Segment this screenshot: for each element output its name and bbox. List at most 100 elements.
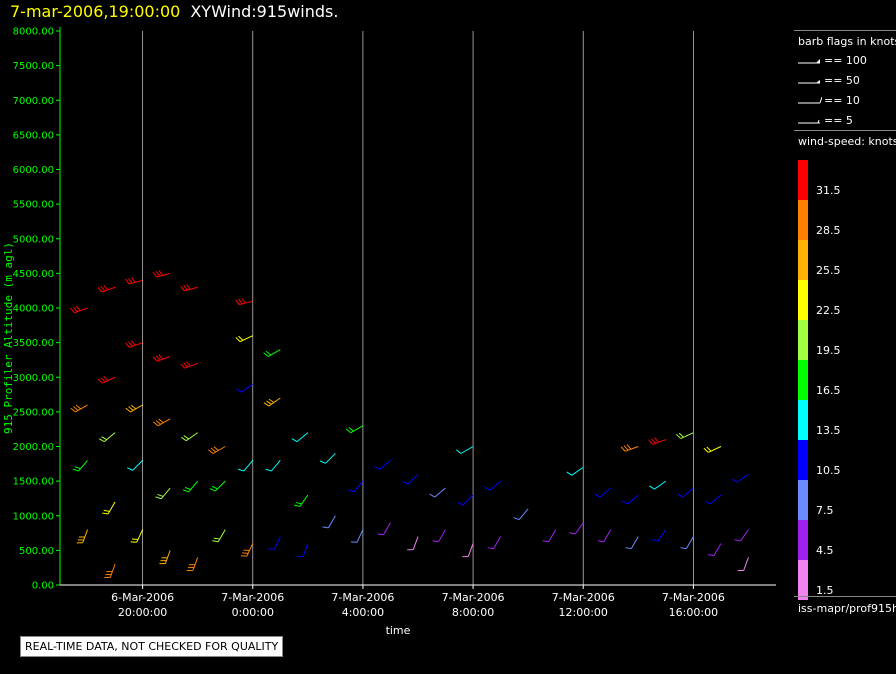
wind-barb-staff: [130, 404, 143, 413]
x-tick-date-label: 7-Mar-2006: [442, 591, 505, 604]
barb-flag-icon: [798, 119, 820, 124]
color-scale-row: 28.5: [798, 200, 896, 240]
wind-barb-flag: [348, 489, 355, 493]
wind-barb-flag: [345, 428, 352, 434]
wind-barb-flag: [130, 340, 136, 346]
color-scale-row: 19.5: [798, 320, 896, 360]
barb-flag-label: == 10: [824, 94, 860, 107]
wind-barb-staff: [157, 418, 171, 427]
wind-barb-flag: [651, 438, 656, 444]
wind-barb-flag: [263, 402, 270, 407]
x-axis-label: time: [386, 624, 411, 637]
axis-labels: 0.00 500.00 1000.00 1500.00 2000.00 2500.00 30…: [2, 27, 725, 638]
wind-barb: [159, 550, 171, 565]
wind-barb-flag: [265, 350, 272, 356]
color-swatch: [798, 280, 808, 320]
barb-flags-header: barb flags in knots: [798, 35, 896, 48]
wind-barb-staff: [78, 460, 88, 472]
color-scale-label: 25.5: [816, 264, 841, 277]
title-plot-name: XYWind:915winds.: [190, 2, 339, 21]
wind-barb-staff: [599, 487, 612, 498]
y-tick-label: 5500.00: [13, 200, 54, 211]
wind-barb-staff: [217, 529, 226, 542]
wind-barb-staff: [327, 515, 336, 529]
wind-barb-flag: [268, 398, 275, 403]
wind-barb: [734, 529, 749, 542]
wind-barb: [432, 529, 446, 543]
wind-barb-flag: [263, 352, 269, 357]
barb-flag-label: == 5: [824, 114, 853, 127]
title-date: 7-mar-2006,19:00:00: [10, 2, 181, 21]
wind-barb-flag: [184, 487, 191, 490]
wind-barb-flag: [210, 447, 217, 453]
wind-barb-flag: [103, 376, 109, 381]
wind-barb-flag: [484, 486, 491, 491]
wind-barb-flag: [130, 404, 137, 410]
color-scale-row: 13.5: [798, 400, 896, 440]
color-scale-row: 16.5: [798, 360, 896, 400]
wind-barb-staff: [630, 536, 639, 549]
wind-barb: [76, 529, 89, 544]
wind-barb-staff: [356, 529, 364, 543]
wind-barb-flag: [157, 493, 164, 497]
wind-barb: [703, 446, 722, 453]
source-label: iss-mapr/prof915h: [798, 602, 896, 615]
color-swatch: [798, 320, 808, 360]
wind-barb-flag: [677, 493, 683, 498]
wind-barb-flag: [158, 418, 164, 424]
wind-barb: [125, 340, 143, 348]
wind-barb: [348, 480, 364, 493]
wind-barb-flag: [402, 481, 409, 485]
wind-barb: [130, 529, 144, 543]
wind-barb-flag: [72, 468, 79, 472]
wind-barb-flag: [72, 306, 78, 313]
wind-barb-flag: [487, 547, 494, 550]
barb-flag-row: == 100: [798, 52, 896, 72]
wind-barb-flag: [100, 377, 106, 383]
wind-barb-flag: [235, 337, 241, 342]
wind-barb: [625, 536, 639, 550]
axes: [56, 27, 776, 589]
barb-flag-row: == 5: [798, 112, 896, 132]
color-scale-row: 7.5: [798, 480, 896, 520]
wind-barb-staff: [270, 460, 281, 472]
wind-barb: [240, 543, 254, 557]
wind-barb-staff: [156, 356, 171, 362]
color-scale-row: 22.5: [798, 280, 896, 320]
wind-barb: [707, 543, 722, 557]
wind-barb-staff: [184, 286, 198, 292]
wind-barb-flag: [100, 286, 106, 292]
wind-barb-staff: [657, 529, 667, 542]
wind-barb-flag: [125, 407, 131, 413]
grid-lines: [142, 31, 694, 585]
wind-barb: [322, 515, 336, 529]
wind-barb-flag: [155, 271, 161, 277]
color-swatch: [798, 520, 808, 560]
wind-barb-staff: [462, 494, 474, 506]
y-tick-label: 4500.00: [13, 269, 54, 280]
wind-barb-staff: [624, 446, 639, 452]
wind-barb-staff: [74, 307, 88, 314]
wind-barb-staff: [438, 529, 446, 542]
y-tick-label: 6000.00: [13, 165, 54, 176]
wind-barb: [680, 536, 694, 550]
plot-title: 7-mar-2006,19:00:00 XYWind:915winds.: [10, 2, 338, 21]
wind-barb-staff: [383, 522, 391, 536]
wind-barb-flag: [75, 305, 81, 312]
barb-flag-icon: [798, 59, 820, 64]
wind-barb: [345, 425, 364, 434]
wind-barb-flag: [676, 434, 682, 439]
wind-barb-staff: [740, 529, 749, 542]
wind-barb: [648, 437, 667, 445]
wind-barb: [209, 480, 226, 492]
wind-barb-staff: [680, 432, 694, 440]
color-scale-row: 31.5: [798, 160, 896, 200]
wind-barb-staff: [246, 543, 254, 557]
wind-barb-staff: [188, 480, 199, 493]
wind-barb-staff: [156, 272, 171, 278]
wind-barb-flag: [128, 277, 133, 284]
wind-barb: [622, 494, 639, 505]
wind-barb-staff: [136, 529, 144, 543]
wind-barb-flag: [213, 537, 220, 540]
wind-barb-flag: [183, 284, 188, 291]
